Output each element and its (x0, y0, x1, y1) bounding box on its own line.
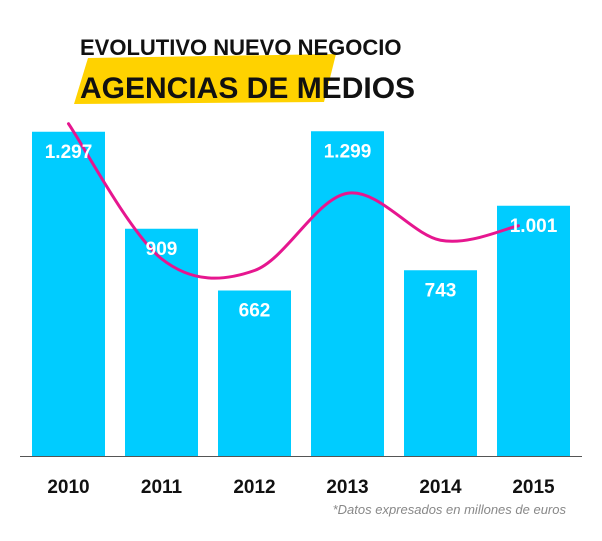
x-tick-2010: 2010 (47, 477, 89, 498)
subtitle-highlight (74, 54, 336, 104)
footnote: *Datos expresados en millones de euros (333, 502, 567, 517)
chart-title: EVOLUTIVO NUEVO NEGOCIO (80, 35, 401, 60)
value-label-2011: 909 (146, 239, 178, 260)
value-label-2015: 1.001 (510, 216, 558, 237)
bar-2011 (125, 228, 198, 456)
value-label-2013: 1.299 (324, 141, 372, 162)
value-label-2010: 1.297 (45, 142, 93, 163)
trend-line (67, 122, 520, 280)
x-tick-labels: 2010 2011 2012 2013 2014 2015 (47, 477, 555, 498)
x-tick-2013: 2013 (326, 477, 368, 498)
value-label-2012: 662 (239, 301, 271, 322)
bars (32, 131, 570, 456)
bar-2012 (218, 290, 291, 456)
x-tick-2011: 2011 (141, 477, 183, 498)
bar-2013 (311, 131, 384, 456)
bar-2014 (404, 270, 477, 456)
bar-2010 (32, 131, 105, 456)
x-tick-2015: 2015 (512, 477, 555, 498)
chart-subtitle: AGENCIAS DE MEDIOS (80, 72, 415, 105)
value-label-2014: 743 (425, 280, 457, 301)
x-tick-2014: 2014 (419, 477, 462, 498)
bar-2015 (497, 205, 570, 456)
x-tick-2012: 2012 (233, 477, 275, 498)
value-labels: 1.297 909 662 1.299 743 1.001 (45, 141, 558, 321)
